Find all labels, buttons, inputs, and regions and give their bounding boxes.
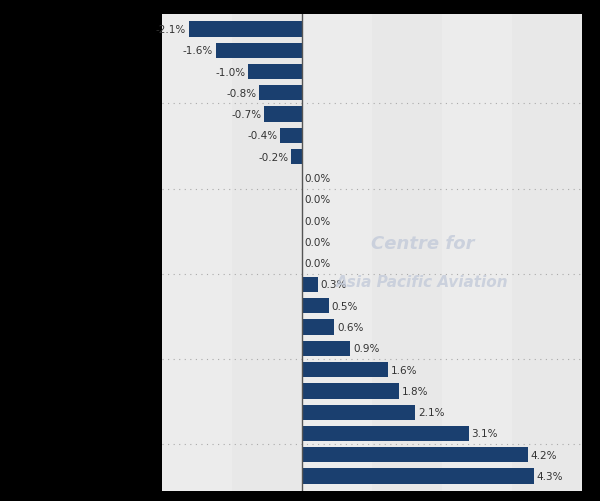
Bar — [291, 150, 302, 165]
Text: 4.2%: 4.2% — [531, 450, 557, 460]
Bar — [302, 341, 350, 356]
Text: Centre for: Centre for — [371, 234, 474, 253]
Bar — [280, 128, 302, 144]
Bar — [302, 426, 469, 441]
Text: -2.1%: -2.1% — [156, 25, 186, 35]
Text: -0.8%: -0.8% — [226, 89, 256, 99]
Bar — [302, 277, 318, 293]
Text: 0.0%: 0.0% — [305, 216, 331, 226]
Text: 0.0%: 0.0% — [305, 237, 331, 247]
Bar — [248, 65, 302, 80]
Bar — [302, 320, 334, 335]
Bar — [259, 86, 302, 101]
Text: 0.9%: 0.9% — [353, 344, 380, 354]
Bar — [302, 468, 533, 484]
Text: 0.5%: 0.5% — [332, 301, 358, 311]
Text: 3.1%: 3.1% — [472, 429, 498, 438]
Bar — [302, 15, 372, 491]
Text: -1.6%: -1.6% — [183, 46, 213, 56]
Text: 4.3%: 4.3% — [536, 471, 563, 481]
Bar — [302, 383, 399, 399]
Text: 2.1%: 2.1% — [418, 407, 444, 417]
Text: 0.0%: 0.0% — [305, 195, 331, 205]
Text: -0.7%: -0.7% — [232, 110, 262, 120]
Bar — [216, 44, 302, 59]
Text: -0.4%: -0.4% — [248, 131, 278, 141]
Text: 0.6%: 0.6% — [337, 322, 364, 332]
Text: 1.6%: 1.6% — [391, 365, 418, 375]
Text: 0.0%: 0.0% — [305, 174, 331, 184]
Bar — [442, 15, 512, 491]
Bar — [302, 362, 388, 378]
Text: 0.0%: 0.0% — [305, 259, 331, 269]
Bar — [302, 447, 528, 462]
Bar — [302, 299, 329, 314]
Bar — [162, 15, 232, 491]
Bar — [189, 22, 302, 38]
Bar — [265, 107, 302, 123]
Text: 1.8%: 1.8% — [401, 386, 428, 396]
Bar — [302, 405, 415, 420]
Text: Asia Pacific Aviation: Asia Pacific Aviation — [336, 274, 509, 289]
Text: 0.3%: 0.3% — [321, 280, 347, 290]
Text: -0.2%: -0.2% — [259, 152, 289, 162]
Text: -1.0%: -1.0% — [215, 68, 245, 77]
